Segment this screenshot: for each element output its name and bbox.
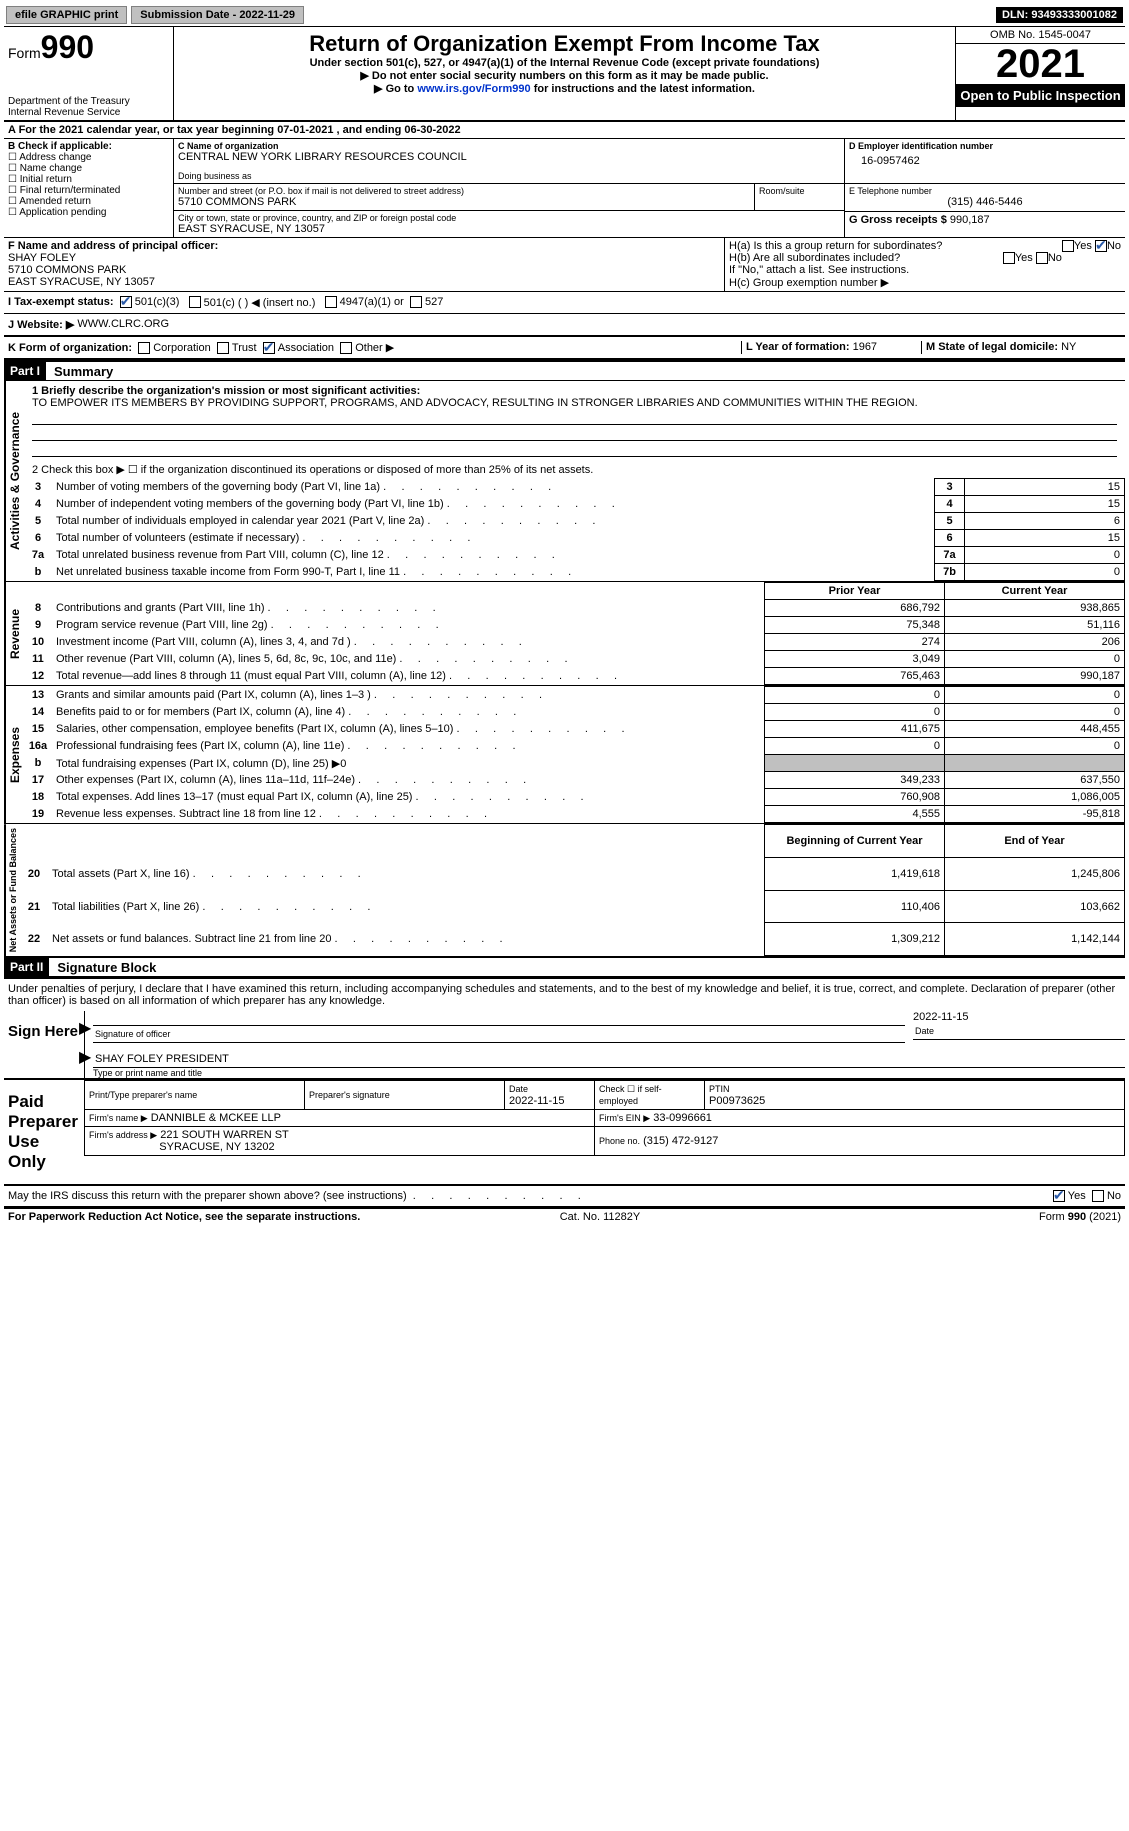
vlabel-net: Net Assets or Fund Balances: [4, 824, 20, 956]
ein-value: 16-0957462: [849, 151, 1121, 167]
cb-final-return[interactable]: ☐ Final return/terminated: [8, 185, 169, 196]
d-ein-label: D Employer identification number: [849, 141, 1121, 151]
room-label: Room/suite: [759, 186, 840, 196]
mayirs-no[interactable]: [1092, 1190, 1104, 1202]
mission-text: TO EMPOWER ITS MEMBERS BY PROVIDING SUPP…: [32, 397, 1117, 409]
officer-addr1: 5710 COMMONS PARK: [8, 264, 720, 276]
hb-yes[interactable]: [1003, 252, 1015, 264]
m-label: M State of legal domicile:: [926, 341, 1058, 353]
vlabel-governance: Activities & Governance: [4, 381, 24, 581]
row-a-calendar: A For the 2021 calendar year, or tax yea…: [4, 122, 1125, 139]
org-name: CENTRAL NEW YORK LIBRARY RESOURCES COUNC…: [178, 151, 840, 163]
e-phone-label: E Telephone number: [849, 186, 1121, 196]
cb-527[interactable]: [410, 296, 422, 308]
irs-label: Internal Revenue Service: [8, 107, 169, 118]
goto-link-row: ▶ Go to www.irs.gov/Form990 for instruct…: [178, 82, 951, 95]
j-label: J Website: ▶: [8, 318, 74, 331]
mayirs-yes[interactable]: [1053, 1190, 1065, 1202]
sign-here-label: Sign Here: [4, 1011, 84, 1078]
part-ii-header: Part II Signature Block: [4, 956, 1125, 977]
vlabel-expenses: Expenses: [4, 686, 24, 823]
i-label: I Tax-exempt status:: [8, 296, 114, 309]
submission-date: Submission Date - 2022-11-29: [131, 6, 304, 24]
gross-receipts: 990,187: [950, 214, 990, 226]
cb-address-change[interactable]: ☐ Address change: [8, 152, 169, 163]
governance-table: 3Number of voting members of the governi…: [24, 478, 1125, 581]
vlabel-revenue: Revenue: [4, 582, 24, 685]
cb-name-change[interactable]: ☐ Name change: [8, 163, 169, 174]
paid-preparer-label: Paid Preparer Use Only: [4, 1080, 84, 1184]
expenses-table: 13Grants and similar amounts paid (Part …: [24, 686, 1125, 823]
l1-label: 1 Briefly describe the organization's mi…: [32, 385, 1117, 397]
form-number: Form990: [8, 29, 169, 66]
dept-treasury: Department of the Treasury: [8, 96, 169, 107]
section-b: B Check if applicable: ☐ Address change …: [4, 139, 174, 237]
f-officer-label: F Name and address of principal officer:: [8, 240, 720, 252]
h-b: H(b) Are all subordinates included? Yes …: [729, 252, 1121, 264]
form-ref: Form 990 (2021): [1039, 1211, 1121, 1223]
efile-print-button[interactable]: efile GRAPHIC print: [6, 6, 127, 24]
h-a: H(a) Is this a group return for subordin…: [729, 240, 1121, 252]
phone-value: (315) 446-5446: [849, 196, 1121, 208]
cb-initial-return[interactable]: ☐ Initial return: [8, 174, 169, 185]
cb-other[interactable]: [340, 342, 352, 354]
ha-yes[interactable]: [1062, 240, 1074, 252]
sig-date: 2022-11-15: [913, 1011, 1125, 1023]
year-formation: 1967: [853, 341, 877, 353]
hb-no[interactable]: [1036, 252, 1048, 264]
h-b-note: If "No," attach a list. See instructions…: [729, 264, 1121, 276]
net-assets-table: Beginning of Current YearEnd of Year20To…: [20, 824, 1125, 956]
dln: DLN: 93493333001082: [996, 7, 1123, 23]
officer-name: SHAY FOLEY: [8, 252, 720, 264]
c-name-label: C Name of organization: [178, 141, 840, 151]
tax-year: 2021: [956, 44, 1125, 84]
cb-501c[interactable]: [189, 296, 201, 308]
city-label: City or town, state or province, country…: [178, 213, 840, 223]
form-subtitle: Under section 501(c), 527, or 4947(a)(1)…: [178, 57, 951, 69]
cb-501c3[interactable]: [120, 296, 132, 308]
irs-link[interactable]: www.irs.gov/Form990: [417, 83, 530, 95]
cb-corp[interactable]: [138, 342, 150, 354]
officer-addr2: EAST SYRACUSE, NY 13057: [8, 276, 720, 288]
sig-officer-label: Signature of officer: [95, 1029, 170, 1039]
dba-label: Doing business as: [178, 171, 840, 181]
form-title: Return of Organization Exempt From Incom…: [178, 31, 951, 57]
website-value: WWW.CLRC.ORG: [77, 318, 169, 331]
may-irs-row: May the IRS discuss this return with the…: [4, 1186, 1125, 1208]
cb-amended[interactable]: ☐ Amended return: [8, 196, 169, 207]
l2-checkbox-row: 2 Check this box ▶ ☐ if the organization…: [24, 461, 1125, 478]
addr-label: Number and street (or P.O. box if mail i…: [178, 186, 750, 196]
preparer-table: Print/Type preparer's name Preparer's si…: [84, 1080, 1125, 1156]
form-header: Form990 Department of the Treasury Inter…: [4, 27, 1125, 122]
revenue-table: Prior YearCurrent Year8Contributions and…: [24, 582, 1125, 685]
state-domicile: NY: [1061, 341, 1076, 353]
print-name-label: Type or print name and title: [93, 1068, 1125, 1078]
officer-print-name: SHAY FOLEY PRESIDENT: [95, 1053, 1123, 1065]
g-gross-label: G Gross receipts $: [849, 214, 947, 226]
open-public: Open to Public Inspection: [956, 84, 1125, 107]
cb-assoc[interactable]: [263, 342, 275, 354]
cb-trust[interactable]: [217, 342, 229, 354]
k-label: K Form of organization:: [8, 342, 132, 354]
part-i-header: Part I Summary: [4, 360, 1125, 381]
city-value: EAST SYRACUSE, NY 13057: [178, 223, 840, 235]
h-c: H(c) Group exemption number ▶: [729, 276, 1121, 289]
declaration-text: Under penalties of perjury, I declare th…: [4, 977, 1125, 1011]
page-footer: For Paperwork Reduction Act Notice, see …: [4, 1208, 1125, 1225]
sig-date-label: Date: [915, 1026, 934, 1036]
top-bar: efile GRAPHIC print Submission Date - 20…: [4, 4, 1125, 27]
street-address: 5710 COMMONS PARK: [178, 196, 750, 208]
cb-4947[interactable]: [325, 296, 337, 308]
l-label: L Year of formation:: [746, 341, 850, 353]
ha-no[interactable]: [1095, 240, 1107, 252]
cb-app-pending[interactable]: ☐ Application pending: [8, 207, 169, 218]
ssn-note: ▶ Do not enter social security numbers o…: [178, 69, 951, 82]
